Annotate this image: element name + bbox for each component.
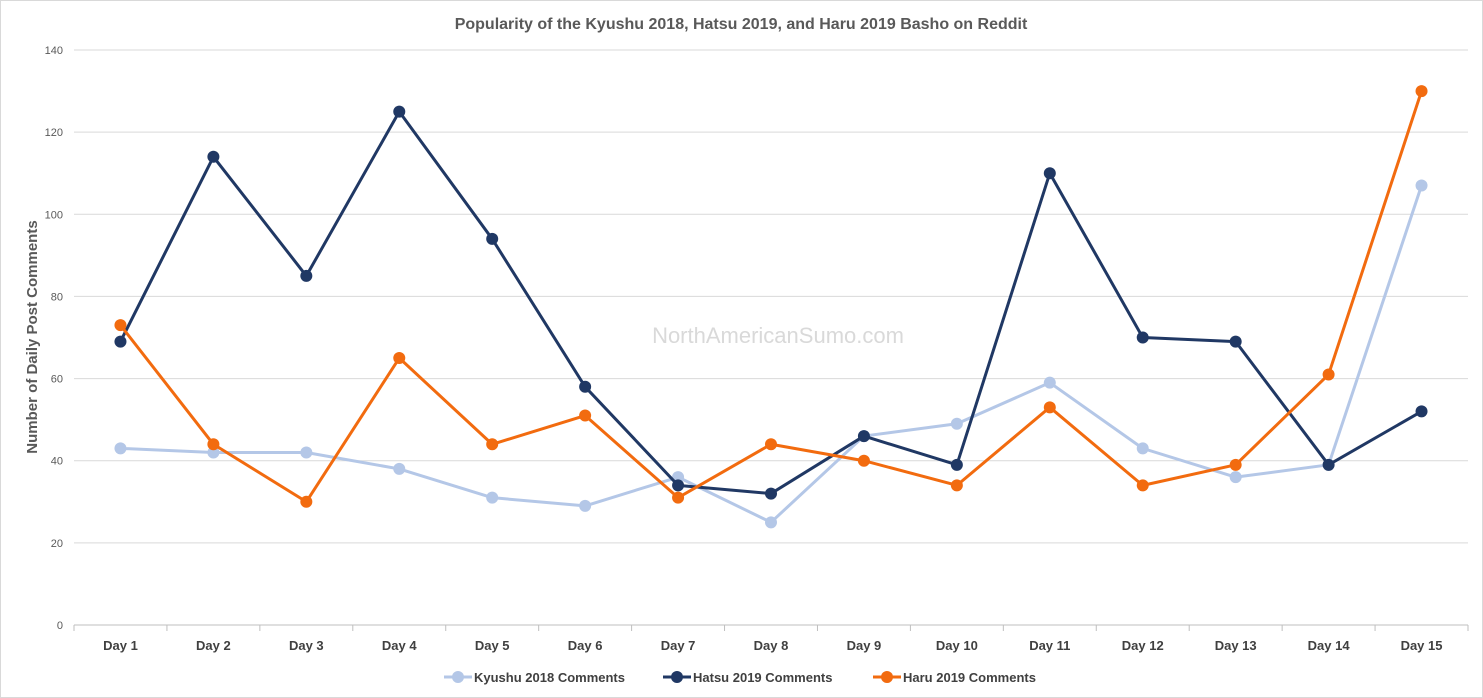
- x-tick-label: Day 9: [847, 638, 882, 653]
- y-axis-label: Number of Daily Post Comments: [24, 220, 41, 453]
- x-tick-label: Day 3: [289, 638, 324, 653]
- data-point: [1043, 167, 1056, 180]
- series-kyushu-2018-comments: [114, 179, 1428, 529]
- legend-label: Kyushu 2018 Comments: [474, 670, 625, 685]
- data-point: [114, 319, 127, 332]
- data-point: [114, 335, 127, 348]
- data-point: [950, 417, 963, 430]
- series-lines: [114, 85, 1428, 529]
- x-tick-label: Day 5: [475, 638, 510, 653]
- watermark-text: NorthAmericanSumo.com: [652, 323, 904, 348]
- data-point: [393, 352, 406, 365]
- x-tick-label: Day 14: [1308, 638, 1351, 653]
- data-point: [300, 446, 313, 459]
- legend-item: Kyushu 2018 Comments: [444, 670, 625, 685]
- data-point: [207, 150, 220, 163]
- x-tick-label: Day 11: [1029, 638, 1070, 653]
- data-point: [1415, 405, 1428, 418]
- series-haru-2019-comments: [114, 85, 1428, 508]
- data-point: [579, 499, 592, 512]
- legend-marker: [452, 671, 464, 683]
- data-point: [765, 438, 777, 451]
- data-point: [1043, 376, 1056, 389]
- data-point: [486, 232, 499, 245]
- data-point: [1043, 401, 1056, 414]
- x-tick-label: Day 4: [382, 638, 417, 653]
- data-point: [765, 516, 777, 529]
- x-tick-label: Day 1: [103, 638, 138, 653]
- data-point: [300, 269, 313, 282]
- data-point: [1229, 335, 1242, 348]
- y-tick-label: 100: [45, 209, 63, 221]
- series-line: [118, 184, 1424, 524]
- y-tick-label: 120: [45, 127, 63, 139]
- data-point: [1415, 179, 1428, 192]
- x-tick-label: Day 2: [196, 638, 231, 653]
- gridlines: [74, 49, 1468, 626]
- legend-label: Hatsu 2019 Comments: [693, 670, 832, 685]
- data-point: [300, 495, 313, 508]
- data-point: [207, 446, 220, 459]
- x-tick-label: Day 10: [936, 638, 978, 653]
- data-point: [857, 454, 870, 467]
- data-point: [1322, 458, 1335, 471]
- data-point: [765, 487, 777, 500]
- data-point: [1415, 85, 1428, 98]
- data-point: [393, 462, 406, 475]
- y-axis-ticks: 0 20 40 60 80 100 120 140: [45, 45, 63, 632]
- x-tick-label: Day 6: [568, 638, 603, 653]
- legend-marker: [671, 671, 683, 683]
- legend: Kyushu 2018 Comments Hatsu 2019 Comments H…: [444, 670, 1036, 685]
- data-point: [857, 430, 870, 443]
- x-axis-ticks: Day 1 Day 2 Day 3 Day 4 Day 5 Day 6 Day 7 Day 8…: [73, 625, 1469, 653]
- data-point: [1136, 331, 1149, 344]
- x-tick-label: Day 12: [1122, 638, 1164, 653]
- data-point: [579, 409, 592, 422]
- legend-item: Haru 2019 Comments: [873, 670, 1036, 685]
- data-point: [207, 438, 220, 451]
- data-point: [672, 479, 685, 492]
- data-point: [486, 491, 499, 504]
- data-point: [1229, 458, 1242, 471]
- data-point: [1136, 479, 1149, 492]
- y-tick-label: 40: [51, 456, 63, 468]
- data-point: [114, 442, 127, 455]
- data-point: [1136, 442, 1149, 455]
- data-point: [393, 105, 406, 118]
- series-hatsu-2019-comments: [114, 105, 1428, 500]
- y-tick-label: 60: [51, 374, 63, 386]
- legend-label: Haru 2019 Comments: [903, 670, 1036, 685]
- chart-title: Popularity of the Kyushu 2018, Hatsu 201…: [455, 16, 1028, 33]
- y-tick-label: 0: [57, 620, 63, 632]
- data-point: [1322, 368, 1335, 381]
- data-point: [950, 479, 963, 492]
- x-tick-label: Day 13: [1215, 638, 1257, 653]
- y-tick-label: 80: [51, 291, 63, 303]
- x-tick-label: Day 15: [1401, 638, 1443, 653]
- legend-marker: [881, 671, 893, 683]
- data-point: [579, 380, 592, 393]
- y-tick-label: 140: [45, 45, 63, 57]
- x-tick-label: Day 8: [754, 638, 789, 653]
- x-tick-label: Day 7: [661, 638, 696, 653]
- data-point: [1229, 471, 1242, 484]
- data-point: [950, 458, 963, 471]
- series-line: [118, 110, 1424, 496]
- legend-item: Hatsu 2019 Comments: [663, 670, 832, 685]
- data-point: [672, 491, 685, 504]
- y-tick-label: 20: [51, 538, 63, 550]
- data-point: [486, 438, 499, 451]
